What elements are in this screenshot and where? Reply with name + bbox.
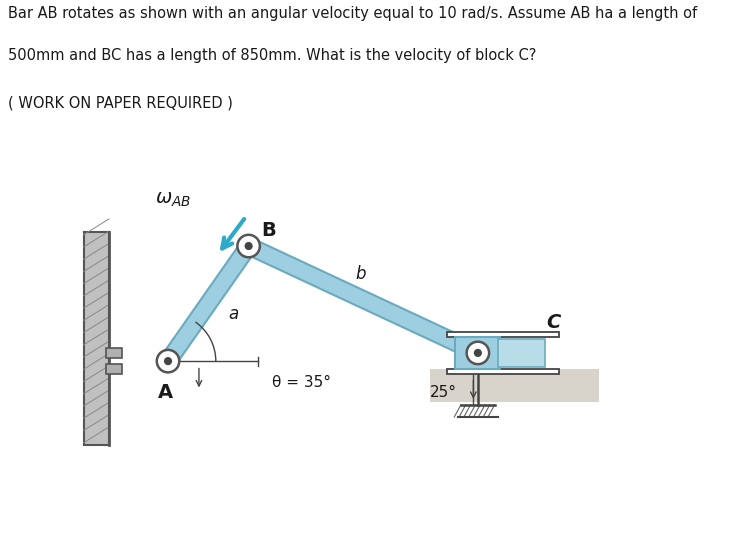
Text: B: B [261, 221, 276, 240]
Polygon shape [245, 239, 481, 360]
Circle shape [467, 342, 489, 364]
Bar [430, 369, 599, 402]
Text: $\omega_{AB}$: $\omega_{AB}$ [155, 190, 191, 209]
Circle shape [238, 235, 260, 258]
Text: Bar AB rotates as shown with an angular velocity equal to 10 rad/s. Assume AB ha: Bar AB rotates as shown with an angular … [8, 6, 696, 21]
Bar [447, 368, 559, 374]
Bar [456, 337, 500, 368]
Text: b: b [355, 265, 365, 283]
Circle shape [165, 358, 171, 365]
Circle shape [475, 349, 481, 357]
Bar [106, 348, 122, 358]
Bar [447, 332, 559, 337]
Polygon shape [161, 241, 256, 366]
Text: θ = 35°: θ = 35° [272, 375, 331, 390]
Bar [106, 364, 122, 374]
Text: a: a [229, 305, 238, 322]
Text: 500mm and BC has a length of 850mm. What is the velocity of block C?: 500mm and BC has a length of 850mm. What… [8, 48, 536, 63]
Text: 25°: 25° [429, 385, 456, 400]
Text: C: C [547, 313, 561, 332]
Bar [498, 339, 545, 367]
Text: A: A [158, 382, 173, 401]
Circle shape [245, 243, 252, 249]
Bar [83, 232, 109, 445]
Circle shape [156, 350, 179, 372]
Text: ( WORK ON PAPER REQUIRED ): ( WORK ON PAPER REQUIRED ) [8, 95, 232, 110]
